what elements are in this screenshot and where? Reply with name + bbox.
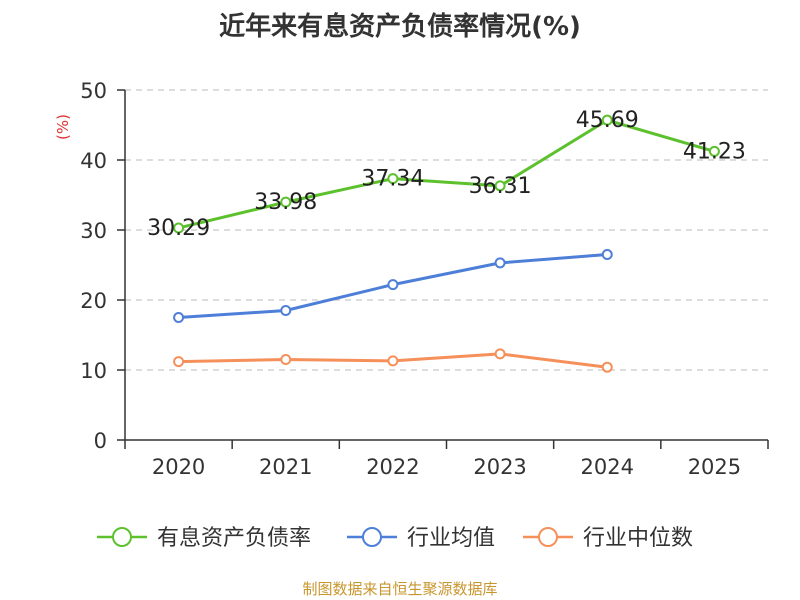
x-tick-label: 2023 <box>473 455 526 479</box>
data-point[interactable] <box>387 279 399 291</box>
data-label: 36.31 <box>469 174 532 199</box>
axes: 0 10 20 30 40 50 2020 2021 2022 2023 2024 2025 <box>80 79 769 479</box>
legend-item[interactable]: 行业均值 <box>347 526 495 551</box>
chart-title: 近年来有息资产负债率情况(%) <box>219 11 581 42</box>
y-axis-label: (%) <box>54 114 72 140</box>
data-point[interactable] <box>494 348 506 360</box>
data-label: 41.23 <box>683 139 746 164</box>
data-point[interactable] <box>280 305 292 316</box>
x-tick-label: 2020 <box>152 455 205 479</box>
data-point[interactable] <box>173 312 185 323</box>
data-point[interactable] <box>173 222 185 234</box>
data-point[interactable] <box>601 114 613 126</box>
y-tick-label: 50 <box>80 79 107 103</box>
x-tick-label: 2025 <box>688 455 741 479</box>
legend[interactable]: 有息资产负债率 行业均值 行业中位数 <box>97 526 693 551</box>
legend-label: 行业中位数 <box>583 526 693 551</box>
data-point[interactable] <box>601 361 613 373</box>
series-layer <box>173 114 720 373</box>
data-point[interactable] <box>601 249 613 260</box>
data-point[interactable] <box>708 145 720 157</box>
data-point[interactable] <box>173 356 185 368</box>
legend-item[interactable]: 行业中位数 <box>523 526 693 551</box>
x-tick-label: 2024 <box>581 455 634 479</box>
series-line <box>177 118 716 230</box>
legend-marker <box>112 527 132 547</box>
data-point[interactable] <box>387 173 399 185</box>
data-label: 33.98 <box>254 190 317 215</box>
data-point[interactable] <box>494 257 506 269</box>
legend-item[interactable]: 有息资产负债率 <box>97 526 311 551</box>
data-point[interactable] <box>387 355 399 367</box>
source-note: 制图数据来自恒生聚源数据库 <box>302 580 497 598</box>
data-labels: 30.29 33.98 37.34 36.31 45.69 41.23 <box>147 108 746 241</box>
y-tick-label: 40 <box>80 149 107 173</box>
legend-marker <box>538 527 558 547</box>
grid-lines <box>125 89 768 371</box>
y-tick-label: 0 <box>94 429 107 453</box>
legend-label: 有息资产负债率 <box>157 526 311 551</box>
data-point[interactable] <box>280 196 292 208</box>
x-tick-label: 2022 <box>366 455 419 479</box>
data-label: 30.29 <box>147 216 210 241</box>
y-tick-label: 30 <box>80 219 107 243</box>
y-tick-label: 10 <box>80 359 107 383</box>
data-point[interactable] <box>494 180 506 192</box>
data-label: 45.69 <box>576 108 639 133</box>
y-tick-label: 20 <box>80 289 107 313</box>
data-point[interactable] <box>280 354 292 365</box>
legend-label: 行业均值 <box>407 526 495 551</box>
legend-marker <box>362 527 382 547</box>
x-tick-label: 2021 <box>259 455 312 479</box>
data-label: 37.34 <box>361 167 424 192</box>
